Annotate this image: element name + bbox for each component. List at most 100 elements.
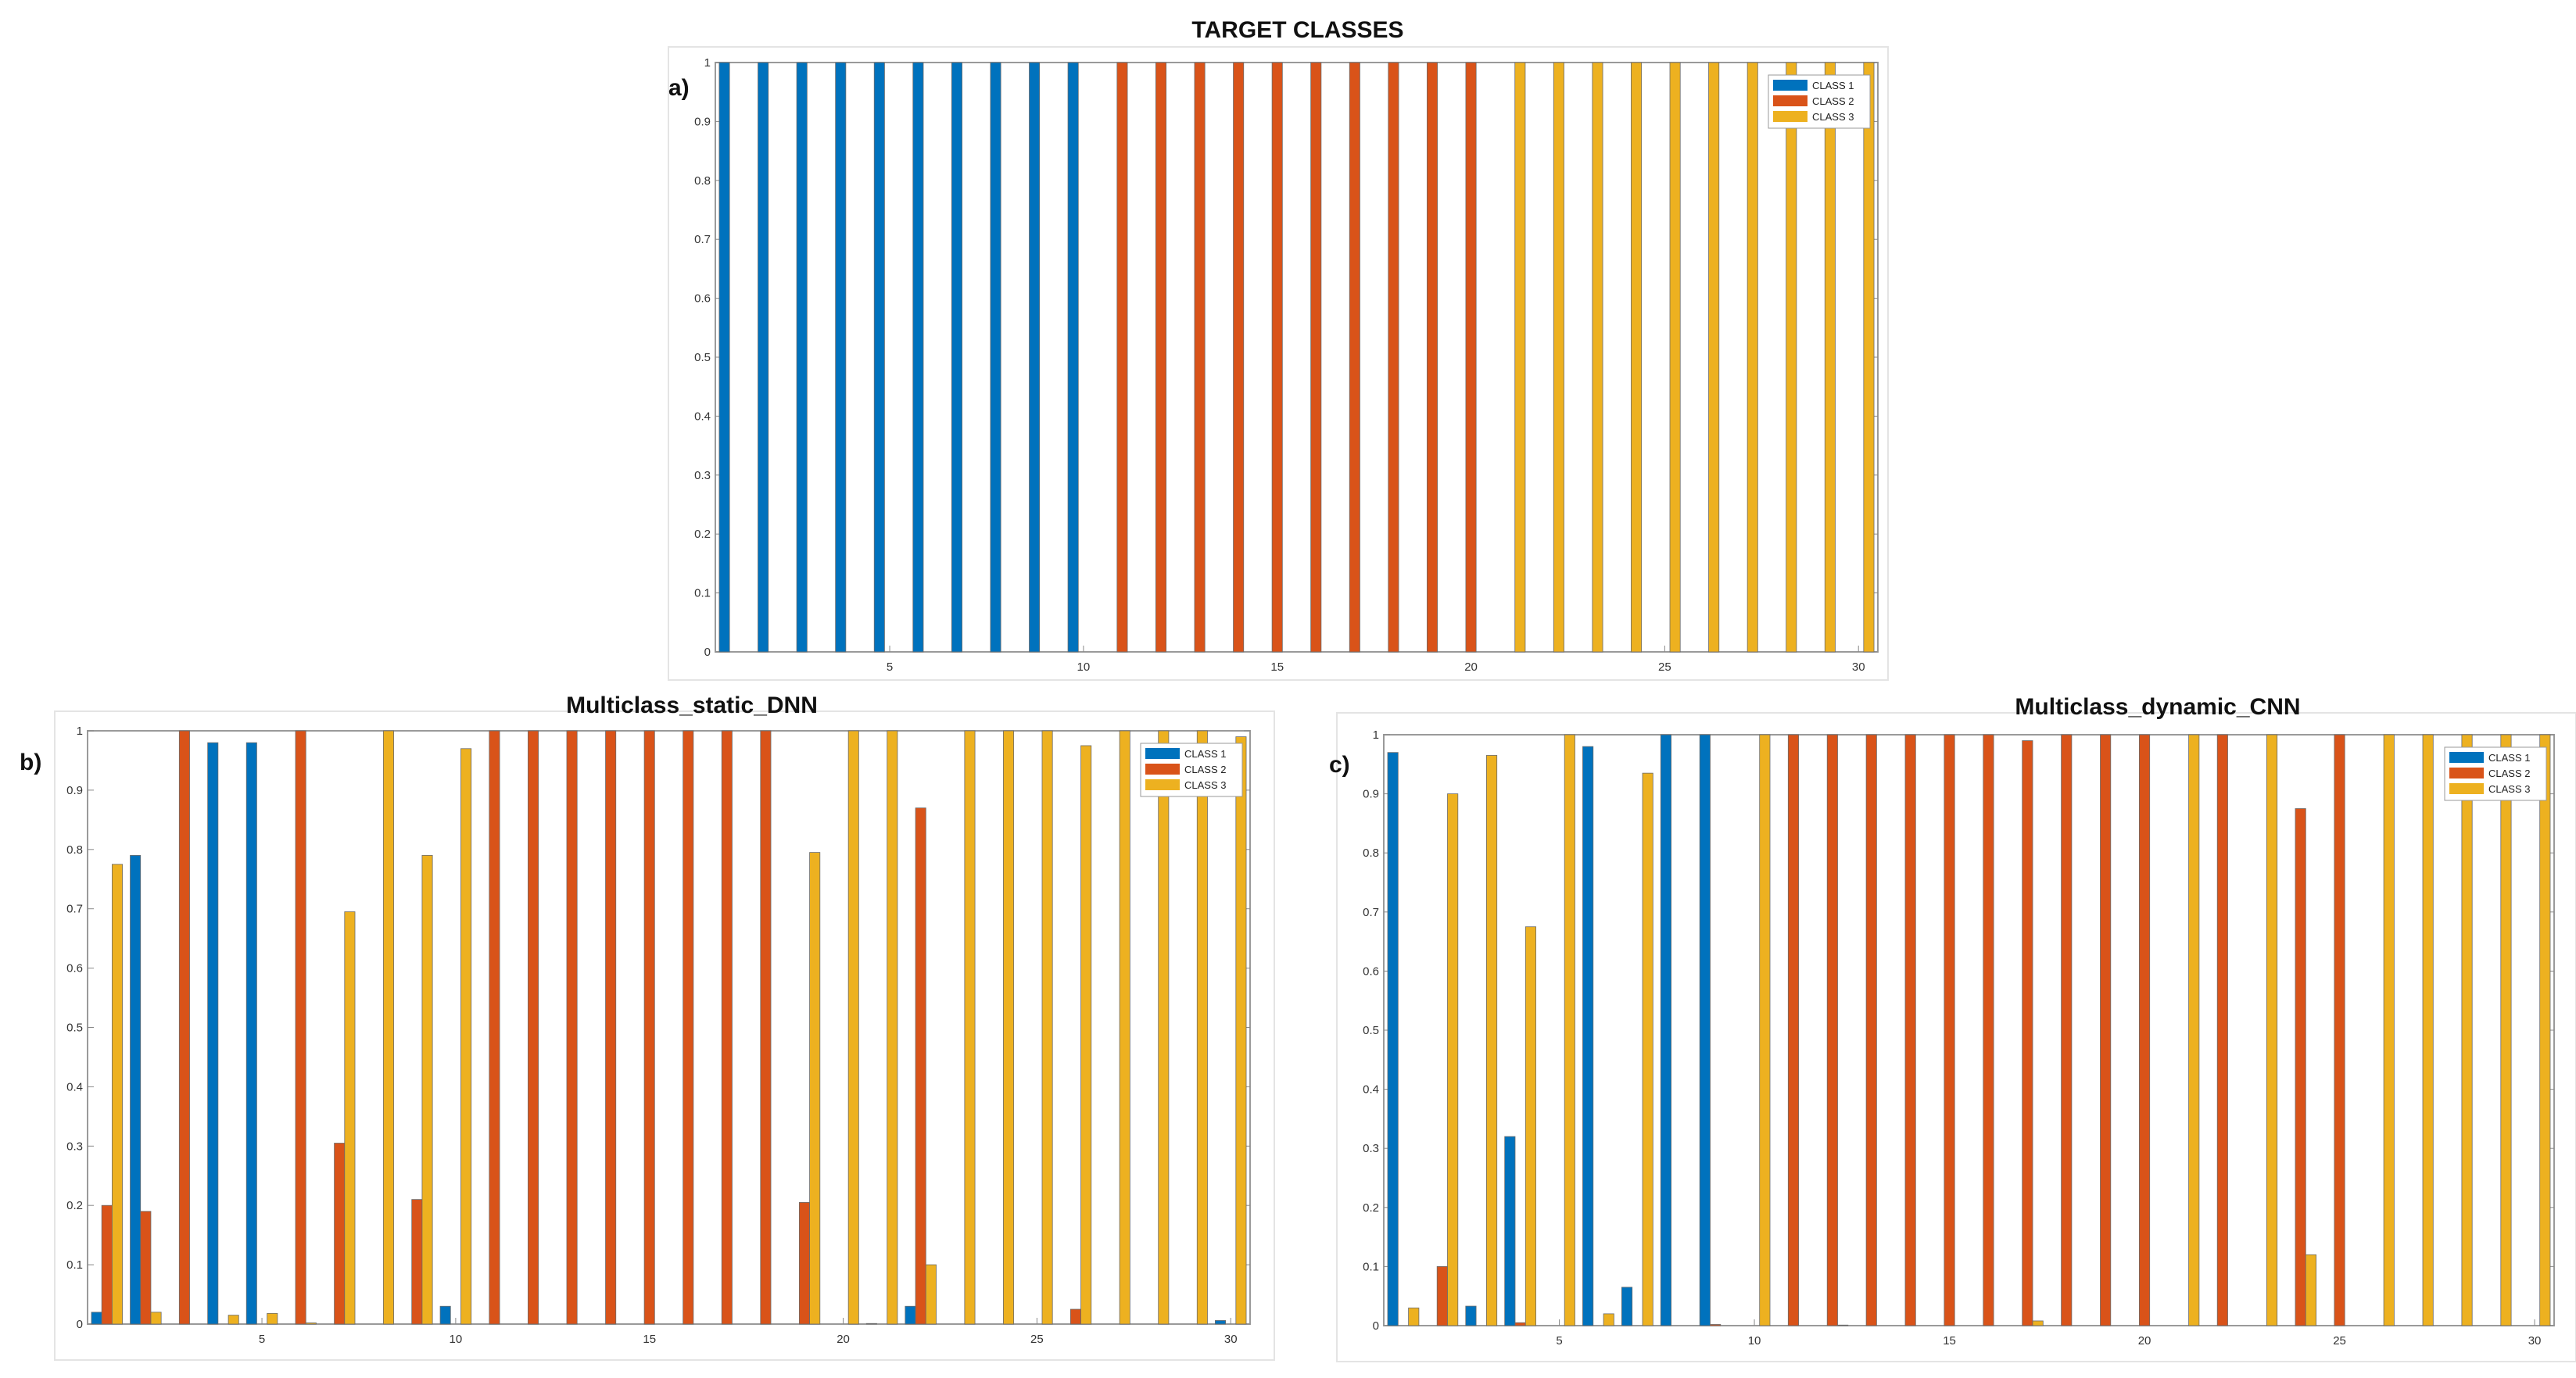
bar-class-1-x6 <box>912 62 924 653</box>
bar-class-3-x26 <box>1708 62 1720 653</box>
x-tick-label: 5 <box>259 1333 265 1346</box>
y-tick-label: 0.1 <box>66 1258 83 1272</box>
bar-class-2-x11 <box>489 730 500 1325</box>
bar-class-3-x12 <box>1837 1324 1849 1326</box>
bar-class-1-x8 <box>990 62 1001 653</box>
y-tick-label: 0.7 <box>1363 906 1379 919</box>
bar-class-3-x30 <box>2539 734 2551 1326</box>
bar-class-2-x11 <box>1787 734 1800 1326</box>
bar-class-1-x10 <box>1067 62 1079 653</box>
bar-class-2-x1 <box>101 1204 113 1325</box>
bar-class-2-x16 <box>1983 734 1994 1326</box>
bar-class-2-x17 <box>2022 740 2033 1326</box>
x-tick-label: 30 <box>2528 1334 2542 1348</box>
bar-class-3-x25 <box>1669 62 1681 653</box>
bar-class-2-x17 <box>721 730 733 1325</box>
chart-title: Multiclass_dynamic_CNN <box>2015 694 2300 720</box>
bar-class-3-x22 <box>925 1264 937 1325</box>
y-tick-label: 0.9 <box>1363 788 1379 801</box>
legend-label: CLASS 3 <box>1184 779 1226 791</box>
bar-class-2-x4 <box>1514 1322 1526 1326</box>
legend-swatch <box>1145 779 1180 790</box>
x-tick-label: 25 <box>1658 660 1671 674</box>
bar-class-3-x7 <box>1642 772 1653 1326</box>
y-tick-label: 0.3 <box>66 1140 83 1153</box>
bar-class-2-x3 <box>178 730 190 1325</box>
x-tick-label: 20 <box>837 1333 850 1346</box>
y-tick-label: 0.4 <box>694 410 711 423</box>
panel-label: c) <box>1329 752 1350 778</box>
y-tick-label: 0.8 <box>694 174 711 188</box>
bar-class-2-x2 <box>140 1211 152 1325</box>
legend-label: CLASS 2 <box>1184 764 1226 775</box>
x-tick-label: 10 <box>1077 660 1091 674</box>
plot-area <box>87 730 1251 1325</box>
y-tick-label: 0 <box>1373 1319 1379 1333</box>
bar-class-2-x14 <box>1904 734 1916 1326</box>
bar-class-1-x22 <box>905 1305 916 1325</box>
legend-label: CLASS 3 <box>1812 111 1854 123</box>
bar-class-3-x17 <box>2032 1320 2044 1326</box>
y-tick-label: 0.3 <box>694 469 711 482</box>
bar-class-2-x20 <box>2138 734 2151 1326</box>
legend-swatch <box>1773 80 1807 91</box>
y-tick-label: 0.5 <box>694 351 711 364</box>
y-tick-label: 0.3 <box>1363 1142 1379 1155</box>
bar-class-1-x7 <box>1621 1287 1633 1326</box>
bar-class-2-x22 <box>915 807 926 1325</box>
bar-class-3-x24 <box>1631 62 1643 653</box>
bar-class-2-x7 <box>334 1143 346 1325</box>
bar-class-3-x24 <box>2305 1254 2317 1326</box>
bar-class-2-x15 <box>1944 734 1955 1326</box>
bar-class-3-x8 <box>382 730 394 1325</box>
x-tick-label: 15 <box>1943 1334 1956 1348</box>
bar-class-2-x18 <box>1388 62 1399 653</box>
x-tick-label: 25 <box>2333 1334 2346 1348</box>
bar-class-3-x29 <box>1824 62 1836 653</box>
bar-class-2-x26 <box>1069 1308 1081 1325</box>
bar-class-2-x13 <box>566 730 578 1325</box>
bar-class-2-x16 <box>1310 62 1322 653</box>
y-tick-label: 0.9 <box>694 115 711 128</box>
legend-swatch <box>1145 748 1180 759</box>
bar-class-1-x4 <box>207 742 219 1325</box>
y-tick-label: 0.4 <box>66 1080 83 1093</box>
y-tick-label: 1 <box>1373 728 1379 742</box>
bar-class-3-x27 <box>1747 62 1758 653</box>
x-tick-label: 30 <box>1224 1333 1238 1346</box>
bar-class-3-x28 <box>1158 730 1170 1325</box>
bar-class-2-x12 <box>1826 734 1838 1326</box>
bar-class-3-x23 <box>964 730 976 1325</box>
x-tick-label: 5 <box>887 660 893 674</box>
y-tick-label: 0.6 <box>694 292 711 306</box>
bar-class-2-x13 <box>1194 62 1206 653</box>
y-tick-label: 0.2 <box>1363 1201 1379 1215</box>
y-tick-label: 0.6 <box>1363 965 1379 978</box>
bar-class-3-x29 <box>2500 734 2512 1326</box>
bar-class-3-x2 <box>1447 793 1459 1326</box>
bar-class-1-x21 <box>865 1323 877 1325</box>
legend-swatch <box>2449 752 2484 763</box>
bar-class-1-x5 <box>873 62 885 653</box>
x-tick-label: 10 <box>1748 1334 1761 1348</box>
bar-class-3-x25 <box>1041 730 1053 1325</box>
bar-class-1-x4 <box>835 62 847 653</box>
bar-class-1-x9 <box>1699 734 1711 1326</box>
legend-label: CLASS 2 <box>2488 768 2530 779</box>
bar-class-2-x9 <box>1710 1324 1722 1326</box>
bar-class-3-x4 <box>1524 926 1537 1326</box>
bar-class-3-x3 <box>1486 755 1498 1326</box>
bar-class-2-x14 <box>1233 62 1245 653</box>
bar-class-2-x24 <box>2295 808 2306 1326</box>
bar-class-2-x13 <box>1865 734 1877 1326</box>
panel-label: a) <box>668 75 690 101</box>
y-tick-label: 0.9 <box>66 784 83 797</box>
y-tick-label: 1 <box>77 725 83 738</box>
y-tick-label: 0.1 <box>1363 1260 1379 1273</box>
y-tick-label: 0.8 <box>1363 846 1379 860</box>
y-tick-label: 0 <box>704 646 711 659</box>
bar-class-3-x2 <box>150 1312 162 1325</box>
bar-class-2-x11 <box>1116 62 1128 653</box>
legend-swatch <box>1145 764 1180 775</box>
y-tick-label: 0.5 <box>1363 1024 1379 1037</box>
